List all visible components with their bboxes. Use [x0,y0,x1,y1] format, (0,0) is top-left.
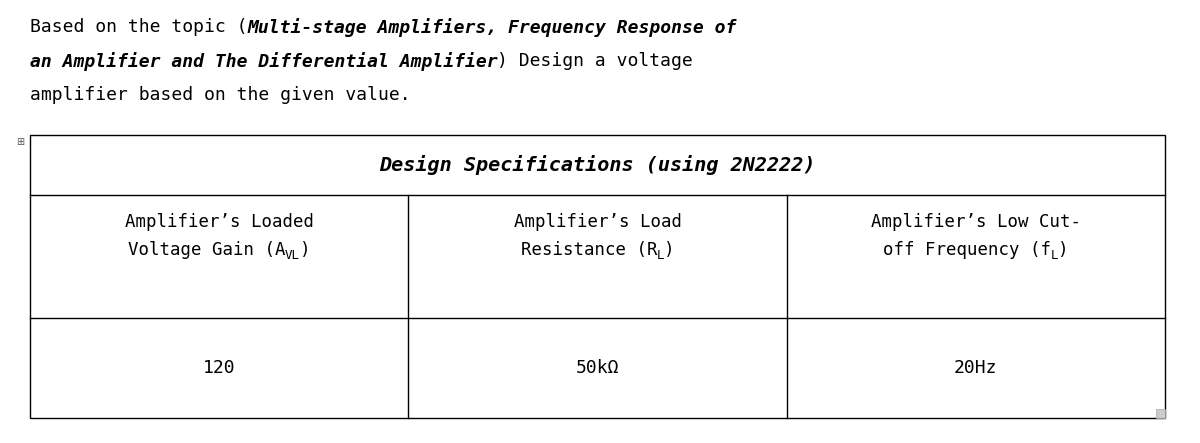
Text: ): ) [1058,241,1068,259]
Text: ⊞: ⊞ [16,137,24,147]
Text: ): ) [300,241,311,259]
Text: 120: 120 [203,359,235,377]
Text: VL: VL [284,249,300,261]
Text: Multi-stage Amplifiers, Frequency Response of: Multi-stage Amplifiers, Frequency Respon… [247,18,737,37]
Text: Amplifier’s Low Cut-: Amplifier’s Low Cut- [871,213,1081,231]
Text: L: L [656,249,664,261]
Text: L: L [1050,249,1058,261]
Text: off Frequency (f: off Frequency (f [883,241,1051,259]
Text: ): ) [664,241,674,259]
Bar [30,135,1165,418]
Text: an Amplifier and The Differential Amplifier: an Amplifier and The Differential Amplif… [30,52,498,71]
Text: Amplifier’s Load: Amplifier’s Load [514,213,682,231]
Bar [1156,409,1165,418]
Text: amplifier based on the given value.: amplifier based on the given value. [30,86,410,104]
Text: Design Specifications (using 2N2222): Design Specifications (using 2N2222) [379,155,816,175]
Text: Voltage Gain (A: Voltage Gain (A [128,241,286,259]
Text: ) Design a voltage: ) Design a voltage [497,52,692,70]
Text: Amplifier’s Loaded: Amplifier’s Loaded [125,213,313,231]
Text: Resistance (R: Resistance (R [521,241,658,259]
Text: Based on the topic (: Based on the topic ( [30,18,247,36]
Text: 20Hz: 20Hz [954,359,997,377]
Text: 50kΩ: 50kΩ [576,359,619,377]
